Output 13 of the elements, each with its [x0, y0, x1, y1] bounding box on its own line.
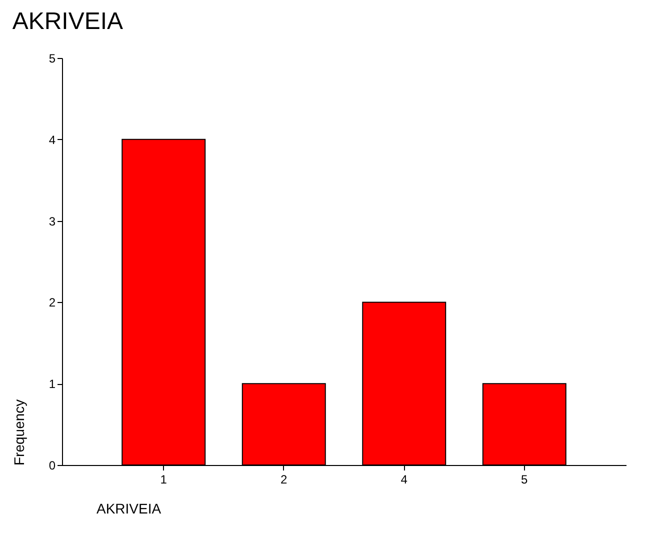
y-tick-label: 2 [48, 296, 56, 310]
x-tick-label: 5 [521, 472, 528, 486]
x-tick-label: 4 [400, 472, 408, 486]
x-tick-label: 2 [280, 472, 288, 486]
y-tick-label: 4 [48, 132, 56, 147]
y-tick-label: 0 [48, 458, 56, 472]
x-tick-label: 1 [160, 472, 168, 486]
y-tick-label: 5 [48, 52, 56, 66]
y-tick-label: 3 [48, 214, 56, 228]
y-axis-title: Frequency [10, 399, 27, 466]
chart-title: AKRIVEIA [12, 8, 124, 35]
y-tick-label: 1 [48, 377, 56, 392]
x-axis-title: AKRIVEIA [96, 500, 162, 516]
